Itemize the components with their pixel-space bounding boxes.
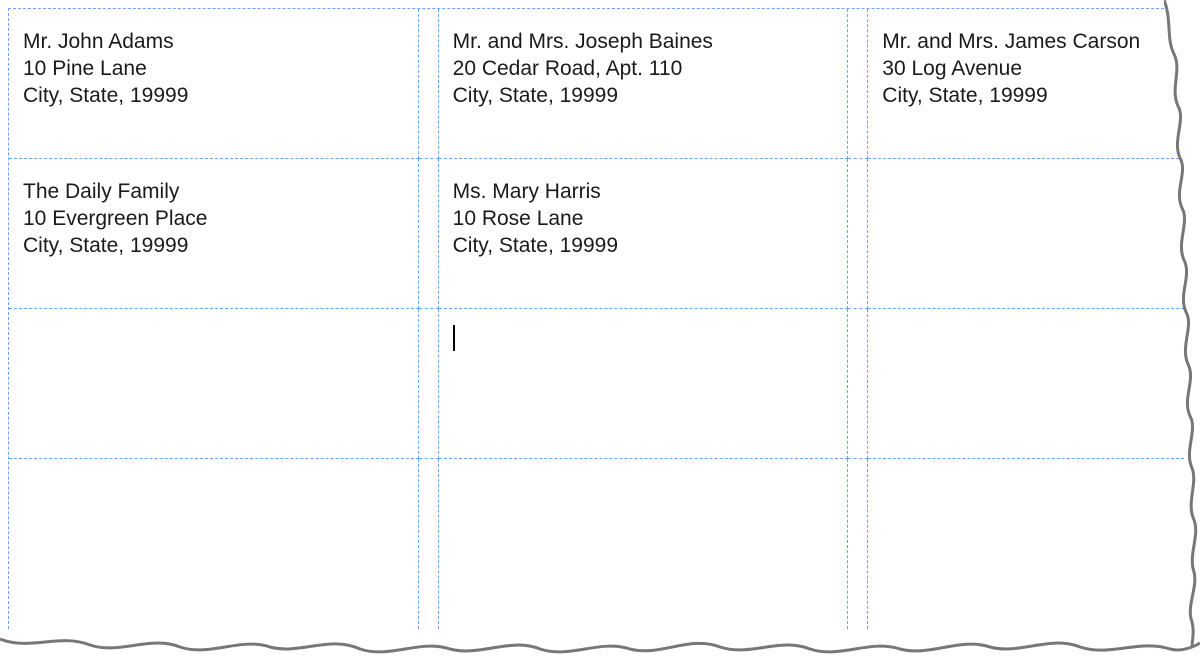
- column-gap: [848, 459, 868, 629]
- address-name: Mr. and Mrs. James Carson: [882, 29, 1170, 56]
- label-cell[interactable]: [868, 159, 1184, 309]
- label-cell[interactable]: Ms. Mary Harris 10 Rose Lane City, State…: [439, 159, 849, 309]
- label-row: Mr. John Adams 10 Pine Lane City, State,…: [9, 9, 1184, 159]
- address-name: Mr. John Adams: [23, 29, 404, 56]
- column-gap: [419, 9, 439, 159]
- address-city: City, State, 19999: [453, 83, 834, 110]
- column-gap: [848, 309, 868, 459]
- column-gap: [419, 159, 439, 309]
- text-cursor-icon: [453, 325, 455, 351]
- address-street: 30 Log Avenue: [882, 56, 1170, 83]
- label-cell[interactable]: [439, 309, 849, 459]
- torn-edge-bottom-icon: [0, 629, 1200, 667]
- label-cell[interactable]: [868, 459, 1184, 629]
- label-sheet: Mr. John Adams 10 Pine Lane City, State,…: [8, 8, 1184, 629]
- label-cell[interactable]: [868, 309, 1184, 459]
- address-street: 10 Rose Lane: [453, 206, 834, 233]
- address-city: City, State, 19999: [23, 233, 404, 260]
- column-gap: [419, 459, 439, 629]
- column-gap: [848, 9, 868, 159]
- column-gap: [419, 309, 439, 459]
- label-cell[interactable]: [9, 459, 419, 629]
- address-city: City, State, 19999: [453, 233, 834, 260]
- address-name: Ms. Mary Harris: [453, 179, 834, 206]
- address-city: City, State, 19999: [23, 83, 404, 110]
- column-gap: [848, 159, 868, 309]
- address-name: Mr. and Mrs. Joseph Baines: [453, 29, 834, 56]
- address-street: 10 Pine Lane: [23, 56, 404, 83]
- label-cell[interactable]: Mr. and Mrs. James Carson 30 Log Avenue …: [868, 9, 1184, 159]
- label-cell[interactable]: Mr. John Adams 10 Pine Lane City, State,…: [9, 9, 419, 159]
- address-street: 20 Cedar Road, Apt. 110: [453, 56, 834, 83]
- label-row: [9, 309, 1184, 459]
- label-cell[interactable]: [9, 309, 419, 459]
- label-cell[interactable]: The Daily Family 10 Evergreen Place City…: [9, 159, 419, 309]
- label-row: The Daily Family 10 Evergreen Place City…: [9, 159, 1184, 309]
- address-street: 10 Evergreen Place: [23, 206, 404, 233]
- address-city: City, State, 19999: [882, 83, 1170, 110]
- label-cell[interactable]: Mr. and Mrs. Joseph Baines 20 Cedar Road…: [439, 9, 849, 159]
- address-name: The Daily Family: [23, 179, 404, 206]
- label-row: [9, 459, 1184, 629]
- label-cell[interactable]: [439, 459, 849, 629]
